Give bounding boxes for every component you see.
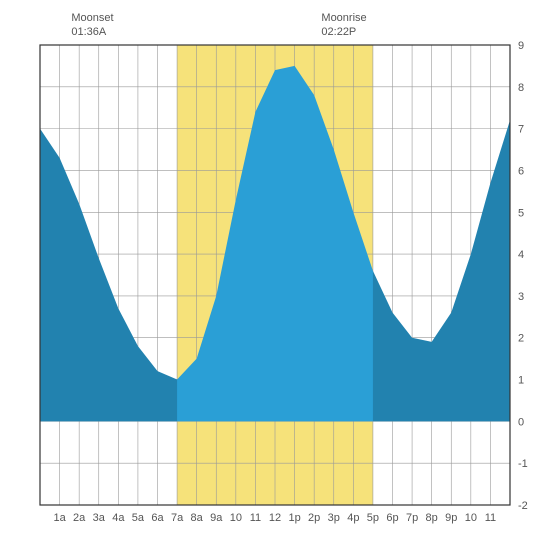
svg-text:6p: 6p [386, 512, 398, 524]
svg-text:2a: 2a [73, 512, 86, 524]
svg-text:7a: 7a [171, 512, 184, 524]
svg-text:5a: 5a [132, 512, 145, 524]
svg-text:0: 0 [518, 416, 524, 428]
tide-chart: 1a2a3a4a5a6a7a8a9a1011121p2p3p4p5p6p7p8p… [10, 10, 540, 540]
svg-text:7p: 7p [406, 512, 418, 524]
svg-text:8p: 8p [426, 512, 438, 524]
svg-text:3: 3 [518, 291, 524, 303]
svg-text:11: 11 [250, 512, 261, 524]
svg-text:-2: -2 [518, 500, 528, 512]
svg-text:6: 6 [518, 165, 524, 177]
svg-text:2: 2 [518, 333, 524, 345]
svg-text:3p: 3p [328, 512, 340, 524]
svg-text:8: 8 [518, 82, 524, 94]
y-axis-labels: -2 -1 0 1 2 3 4 5 6 7 8 9 [518, 40, 528, 512]
svg-text:12: 12 [269, 512, 281, 524]
svg-text:9p: 9p [445, 512, 457, 524]
svg-text:10: 10 [465, 512, 477, 524]
svg-text:11: 11 [485, 512, 496, 524]
svg-text:4: 4 [518, 249, 524, 261]
svg-text:2p: 2p [308, 512, 320, 524]
svg-text:4a: 4a [112, 512, 125, 524]
svg-text:1p: 1p [288, 512, 300, 524]
svg-text:1a: 1a [53, 512, 66, 524]
svg-text:8a: 8a [191, 512, 204, 524]
svg-text:4p: 4p [347, 512, 359, 524]
svg-text:5: 5 [518, 207, 524, 219]
svg-text:9: 9 [518, 40, 524, 52]
svg-text:9a: 9a [210, 512, 223, 524]
tide-chart-container: 1a2a3a4a5a6a7a8a9a1011121p2p3p4p5p6p7p8p… [10, 10, 540, 540]
svg-text:10: 10 [230, 512, 242, 524]
x-axis-labels: 1a 2a 3a 4a 5a 6a 7a 8a 9a 10 11 12 1p 2p 3p 4p 5p 6p 7p 8p… [53, 512, 496, 524]
svg-text:6a: 6a [151, 512, 164, 524]
svg-text:1: 1 [518, 375, 524, 387]
svg-text:3a: 3a [93, 512, 106, 524]
svg-text:-1: -1 [518, 458, 528, 470]
svg-text:7: 7 [518, 124, 524, 136]
svg-text:5p: 5p [367, 512, 379, 524]
